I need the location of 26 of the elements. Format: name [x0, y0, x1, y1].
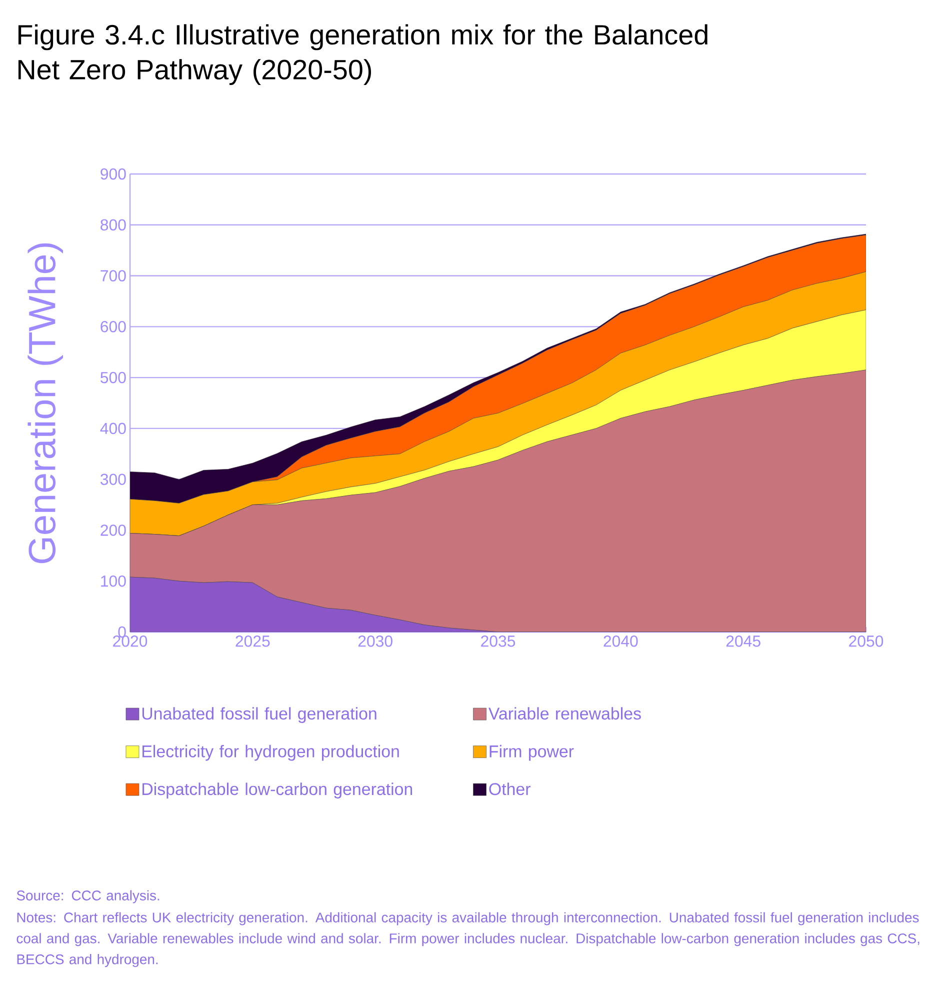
y-tick-label: 300 — [100, 474, 126, 485]
y-tick-label: 500 — [100, 372, 126, 384]
legend-label: Firm power — [490, 744, 574, 761]
legend-label: Variable renewables — [488, 707, 641, 720]
x-tick-label: 2025 — [236, 636, 270, 647]
y-tick-label: 200 — [100, 524, 126, 536]
y-tick-label: 800 — [100, 219, 126, 231]
y-tick-label: 100 — [101, 575, 126, 587]
x-tick-label: 2035 — [481, 636, 516, 647]
legend-label: Electricity for hydrogen production — [142, 744, 399, 761]
x-tick-label: 2020 — [113, 636, 148, 647]
x-tick-label: 2040 — [604, 636, 638, 647]
text: Notes: Chart reflects UK electricity generation. Additional capacity is available through interconnection. Unabated fossil fuel generation includes coal and gas. Variable renewables include wind and solar. Firm power includes nuclear. Dispatchable low-carbon generation includes gas CCS, BECCS and hydrogen. — [16, 912, 920, 968]
y-tick-label: 600 — [100, 321, 126, 332]
x-tick-label: 2030 — [358, 636, 392, 647]
chart-title: Figure 3.4.c Illustrative generation mix for the Balanced Net Zero Pathway (2020-50) — [18, 24, 708, 86]
legend-label: Other — [489, 782, 530, 796]
legend-label: Unabated fossil fuel generation — [142, 707, 376, 723]
x-tick-label: 2050 — [849, 636, 884, 647]
y-tick-label: 900 — [100, 168, 126, 180]
y-tick-label: 700 — [100, 270, 126, 282]
legend-label: Dispatchable low-carbon generation — [142, 782, 412, 798]
y-tick-label: 400 — [100, 422, 126, 434]
source-note: Source: CCC analysis. — [16, 890, 160, 904]
y-axis-title: Generation (TWhe) — [28, 243, 63, 564]
x-tick-label: 2045 — [726, 636, 760, 647]
